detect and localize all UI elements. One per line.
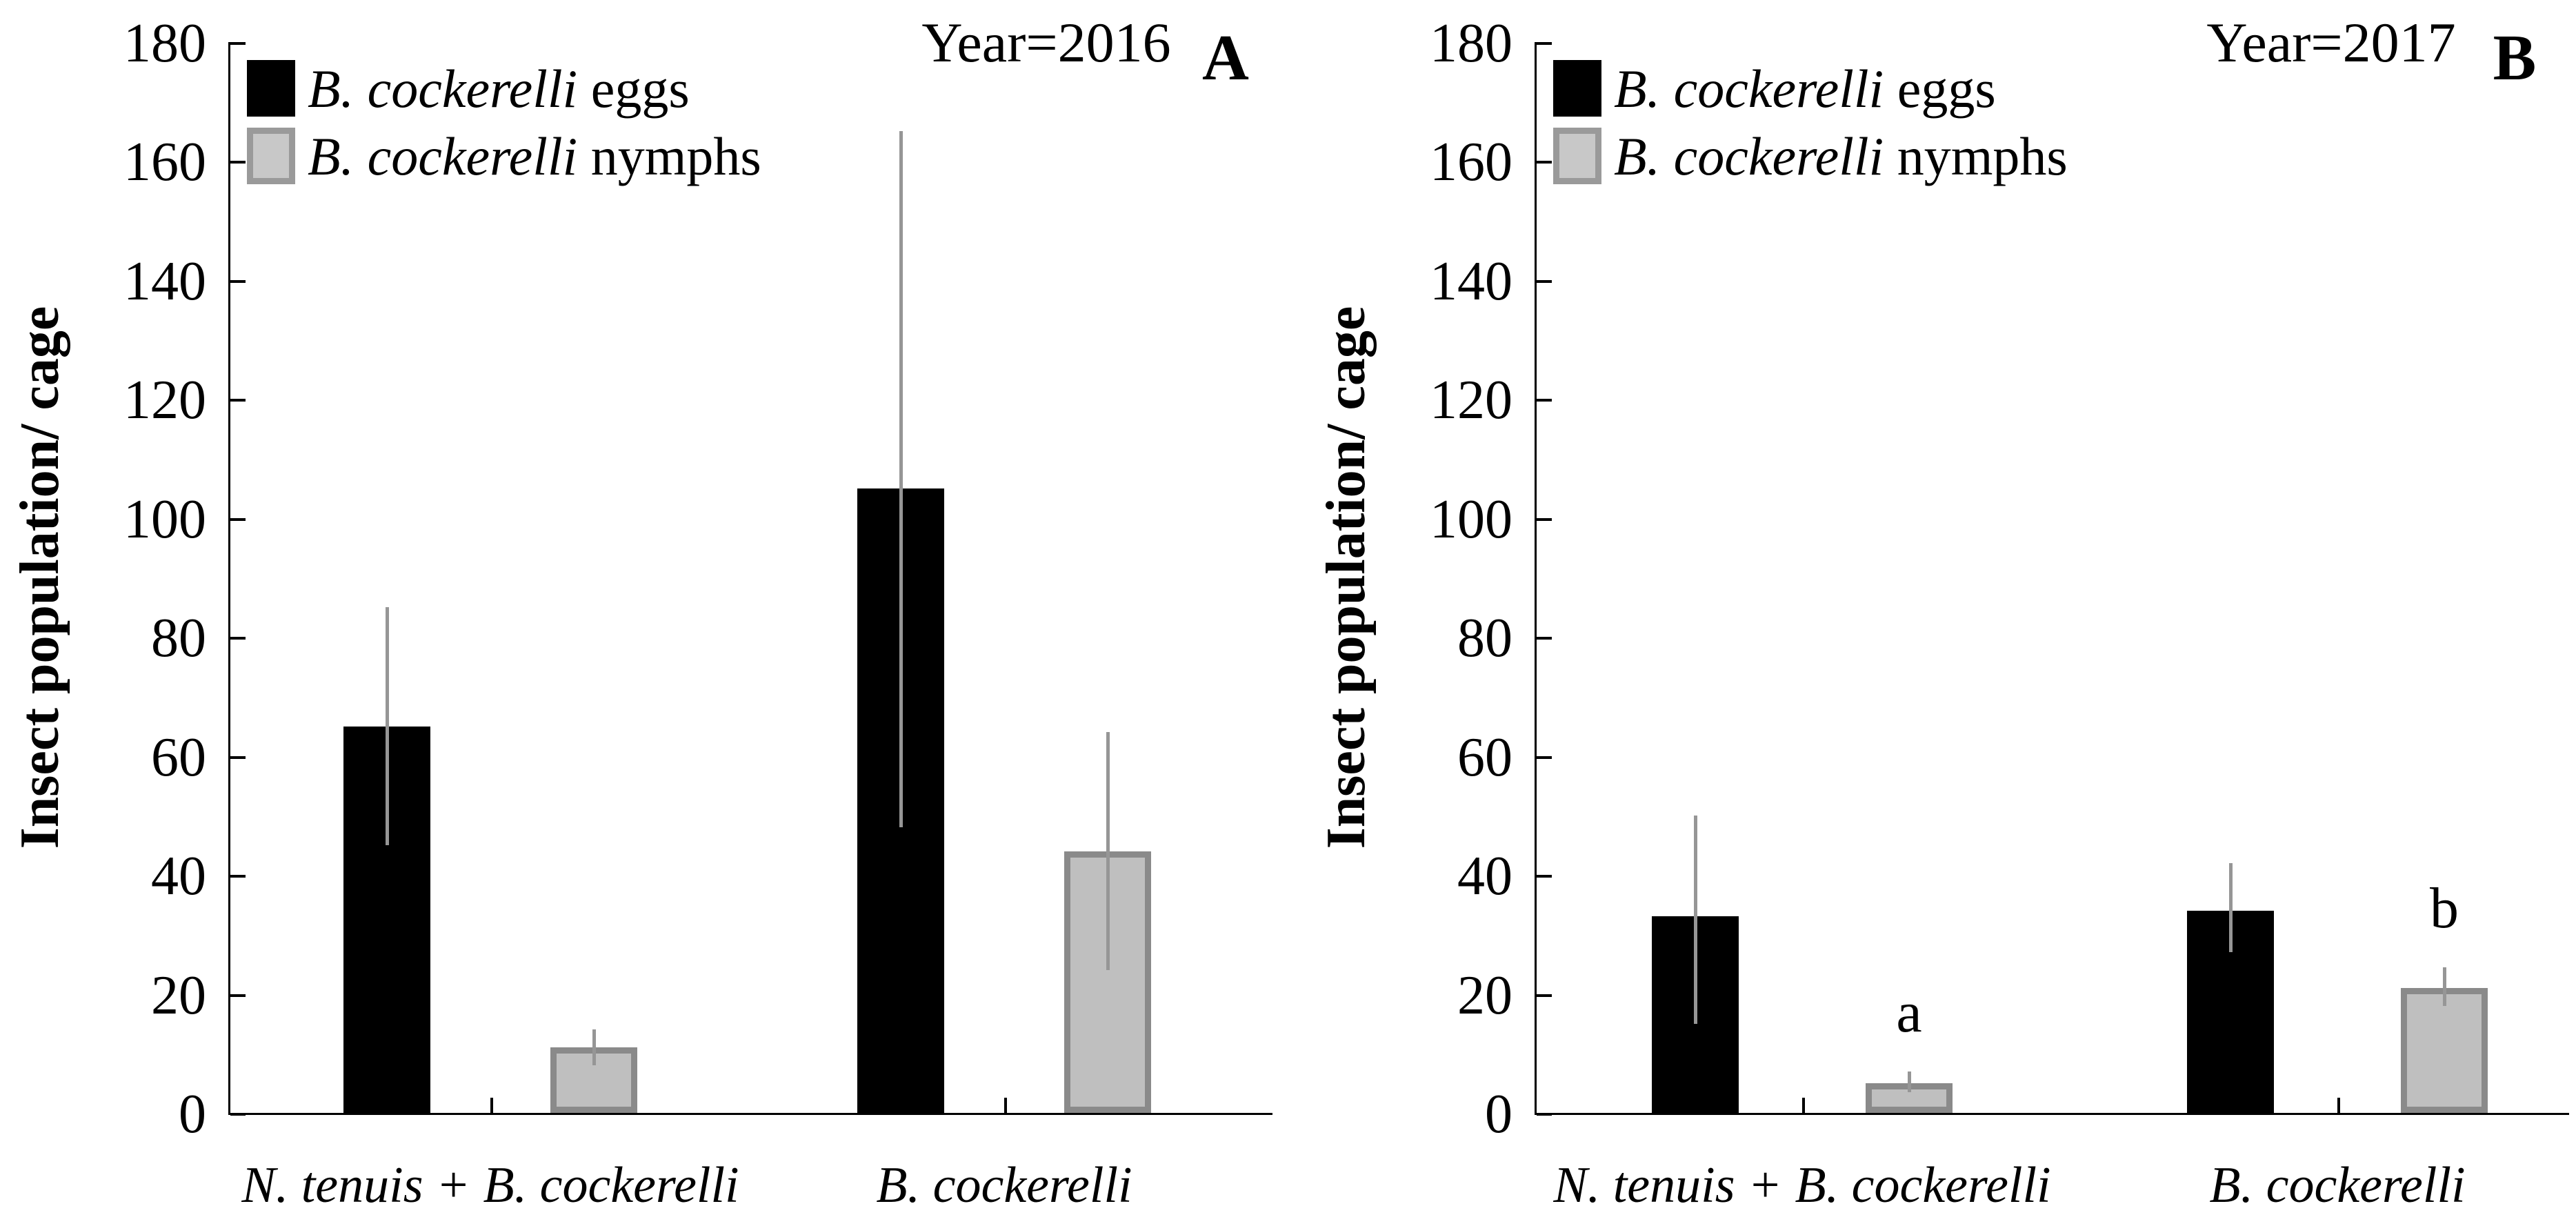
y-tick-label: 120 — [123, 370, 206, 431]
y-tick-label: 100 — [123, 488, 206, 550]
legend-swatch-eggs — [1553, 60, 1601, 117]
y-tick — [1537, 279, 1552, 283]
y-tick-label: 140 — [123, 250, 206, 312]
y-tick-label: 0 — [179, 1084, 206, 1145]
x-category-label: N. tenuis + B. cockerelli — [1553, 1157, 2051, 1214]
x-category-label: N. tenuis + B. cockerelli — [241, 1157, 739, 1214]
legend-label-eggs: B. cockerelli eggs — [308, 57, 690, 121]
y-axis-line — [1535, 42, 1537, 1115]
year-annotation: Year=2017 — [2206, 11, 2456, 74]
legend-stage-nymphs: nymphs — [577, 126, 761, 186]
y-tick-label: 80 — [151, 608, 206, 669]
y-tick-label: 120 — [1430, 370, 1512, 431]
x-axis-line — [228, 1113, 1272, 1115]
error-bar — [1694, 815, 1697, 1024]
y-tick-label: 40 — [1457, 846, 1512, 907]
legend-species-nymphs: B. cockerelli — [1614, 126, 1884, 186]
y-tick-label: 60 — [1457, 727, 1512, 788]
y-tick — [230, 42, 246, 46]
y-tick — [230, 399, 246, 402]
error-bar — [2229, 862, 2233, 953]
legend-swatch-nymphs — [247, 128, 295, 184]
significance-letter: b — [2430, 876, 2459, 940]
x-tick — [1802, 1098, 1805, 1113]
y-axis-line — [228, 42, 230, 1115]
x-category-label: B. cockerelli — [876, 1157, 1132, 1214]
y-tick-label: 180 — [1430, 13, 1512, 75]
x-tick — [2337, 1098, 2340, 1113]
y-tick — [1537, 637, 1552, 640]
y-tick-label: 100 — [1430, 488, 1512, 550]
error-bar — [899, 131, 903, 828]
error-bar — [592, 1029, 596, 1065]
y-tick-label: 20 — [1457, 965, 1512, 1026]
legend-swatch-nymphs — [1553, 128, 1601, 184]
y-tick-label: 180 — [123, 13, 206, 75]
legend-species-nymphs: B. cockerelli — [308, 126, 578, 186]
legend-species-eggs: B. cockerelli — [1614, 59, 1884, 119]
y-tick — [1537, 994, 1552, 997]
legend-label-eggs: B. cockerelli eggs — [1614, 57, 1996, 121]
y-tick — [230, 1113, 246, 1116]
y-tick — [230, 161, 246, 164]
y-tick — [230, 279, 246, 283]
year-annotation: Year=2016 — [921, 11, 1171, 74]
panel-letter: B — [2493, 22, 2537, 94]
y-tick-label: 40 — [151, 846, 206, 907]
y-axis-title: Insect population/ cage — [10, 306, 70, 849]
x-tick — [1004, 1098, 1007, 1113]
y-tick — [1537, 42, 1552, 46]
y-tick-label: 160 — [123, 132, 206, 193]
y-tick — [1537, 875, 1552, 878]
error-bar — [2443, 967, 2446, 1006]
legend-stage-eggs: eggs — [1884, 59, 1996, 119]
error-bar — [1106, 732, 1110, 971]
significance-letter: a — [1896, 980, 1922, 1045]
bar-nymphs — [2401, 987, 2488, 1113]
legend-species-eggs: B. cockerelli — [308, 59, 578, 119]
y-tick — [1537, 161, 1552, 164]
panel-letter: A — [1202, 22, 1249, 94]
y-tick — [230, 994, 246, 997]
y-tick-label: 20 — [151, 965, 206, 1026]
legend-label-nymphs: B. cockerelli nymphs — [1614, 125, 2068, 188]
y-tick — [230, 755, 246, 759]
legend-label-nymphs: B. cockerelli nymphs — [308, 125, 761, 188]
y-tick — [230, 517, 246, 521]
y-tick-label: 60 — [151, 727, 206, 788]
y-tick — [230, 637, 246, 640]
y-tick — [1537, 1113, 1552, 1116]
y-tick-label: 80 — [1457, 608, 1512, 669]
y-axis-title: Insect population/ cage — [1316, 306, 1377, 849]
x-category-label: B. cockerelli — [2209, 1157, 2466, 1214]
error-bar — [1908, 1071, 1911, 1092]
x-axis-line — [1535, 1113, 2569, 1115]
x-tick — [490, 1098, 493, 1113]
y-tick-label: 0 — [1485, 1084, 1512, 1145]
y-tick-label: 160 — [1430, 132, 1512, 193]
legend-stage-eggs: eggs — [577, 59, 690, 119]
y-tick — [230, 875, 246, 878]
legend-stage-nymphs: nymphs — [1884, 126, 2068, 186]
y-tick — [1537, 517, 1552, 521]
y-tick — [1537, 755, 1552, 759]
y-tick — [1537, 399, 1552, 402]
y-tick-label: 140 — [1430, 250, 1512, 312]
legend-swatch-eggs — [247, 60, 295, 117]
error-bar — [386, 607, 389, 845]
